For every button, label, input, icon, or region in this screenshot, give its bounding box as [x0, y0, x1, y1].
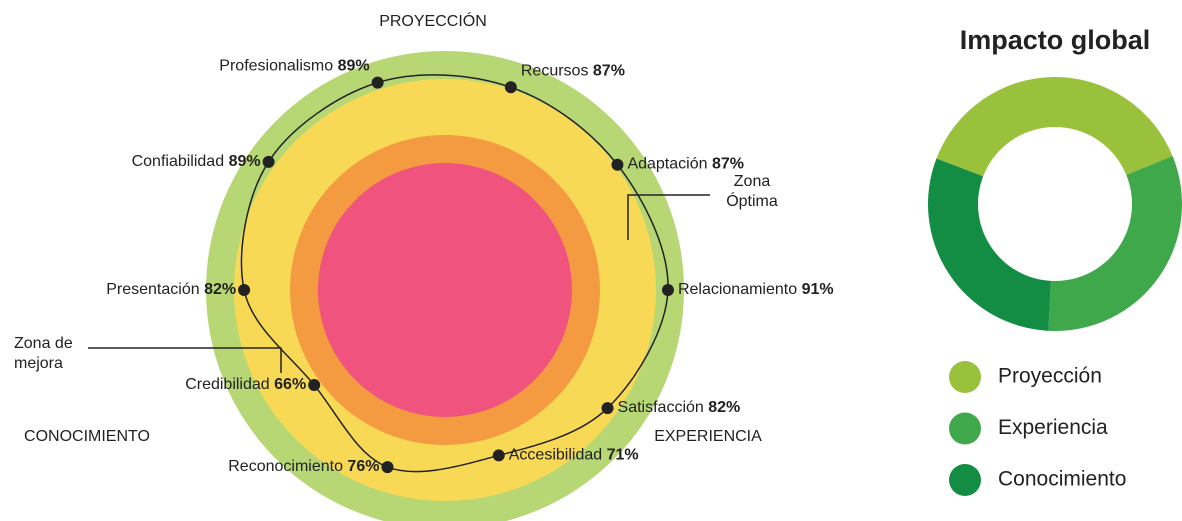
point-label: Reconocimiento 76%: [228, 458, 379, 475]
point-label: Adaptación 87%: [627, 156, 744, 173]
point-label: Satisfacción 82%: [618, 399, 741, 416]
category-name: Confiabilidad: [132, 153, 225, 170]
category-name: Relacionamiento: [678, 281, 797, 298]
point-label: Confiabilidad 89%: [132, 153, 261, 170]
value-label: 71%: [607, 447, 639, 464]
zone-pink: [318, 163, 572, 417]
value-label: 82%: [204, 281, 236, 298]
category-name: Profesionalismo: [219, 58, 333, 75]
value-point: [381, 461, 394, 474]
donut-slice: [1048, 156, 1182, 331]
point-label: Presentación 82%: [106, 281, 236, 298]
value-point: [504, 81, 517, 94]
leader-line: [627, 194, 710, 240]
section-label: CONOCIMIENTO: [24, 428, 150, 445]
donut-slice: [928, 158, 1051, 331]
legend-swatch: [949, 361, 981, 393]
value-label: 89%: [229, 153, 261, 170]
section-label: EXPERIENCIA: [654, 428, 762, 445]
value-label: 87%: [712, 156, 744, 173]
point-label: Relacionamiento 91%: [678, 281, 834, 298]
legend-label: Proyección: [998, 365, 1102, 388]
category-name: Accesibilidad: [509, 447, 602, 464]
point-label: Profesionalismo 89%: [219, 58, 369, 75]
value-point: [661, 284, 674, 296]
legend-label: Conocimiento: [998, 468, 1126, 491]
value-label: 76%: [347, 458, 379, 475]
value-point: [492, 449, 505, 462]
value-point: [371, 76, 384, 89]
value-point: [238, 284, 251, 296]
value-point: [308, 379, 321, 392]
category-name: Credibilidad: [185, 376, 270, 393]
category-name: Adaptación: [627, 156, 707, 173]
donut-slice: [936, 77, 1173, 177]
category-name: Satisfacción: [618, 399, 704, 416]
value-label: 87%: [593, 63, 625, 80]
category-name: Recursos: [521, 63, 589, 80]
value-label: 89%: [338, 58, 370, 75]
category-name: Presentación: [106, 281, 199, 298]
value-label: 82%: [708, 399, 740, 416]
legend-label: Experiencia: [998, 416, 1108, 439]
category-name: Reconocimiento: [228, 458, 343, 475]
annotation: Zona Óptima: [726, 173, 778, 210]
value-label: 66%: [274, 376, 306, 393]
donut-title: Impacto global: [960, 25, 1151, 55]
point-label: Recursos 87%: [521, 63, 625, 80]
point-label: Accesibilidad 71%: [509, 447, 639, 464]
value-point: [611, 158, 624, 171]
legend-swatch: [949, 412, 981, 445]
value-point: [601, 402, 614, 415]
section-label: PROYECCIÓN: [379, 11, 487, 30]
value-label: 91%: [802, 281, 834, 298]
point-label: Credibilidad 66%: [185, 376, 306, 393]
value-point: [262, 155, 275, 168]
annotation: Zona de mejora: [14, 335, 73, 372]
legend-swatch: [949, 464, 981, 496]
